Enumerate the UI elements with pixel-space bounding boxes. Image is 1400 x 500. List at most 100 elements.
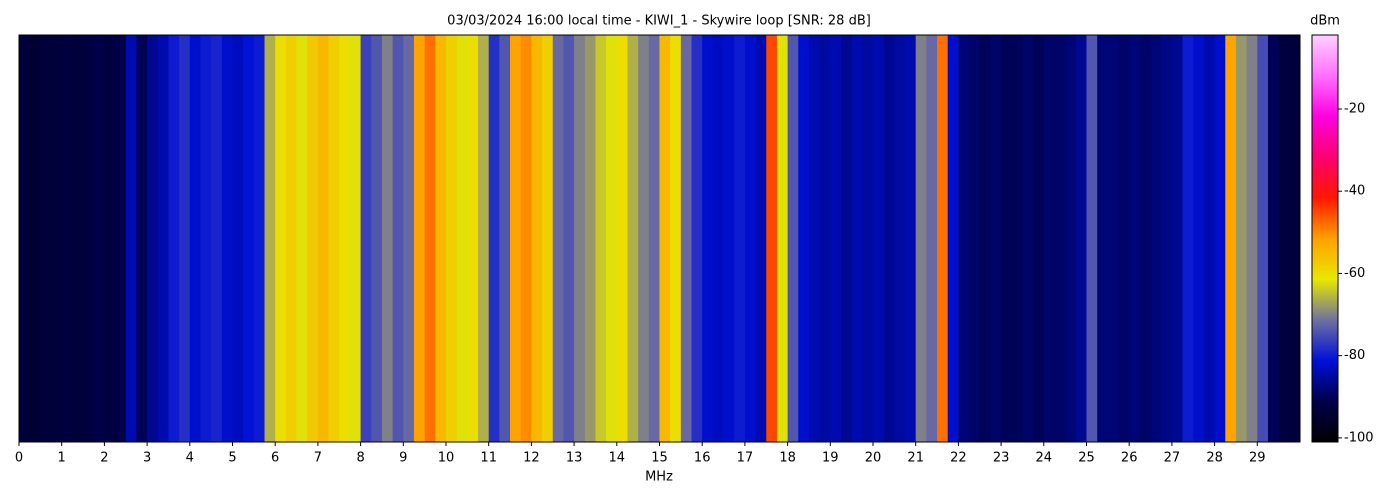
cell [883, 35, 895, 442]
cell [1033, 35, 1045, 442]
cell [1054, 35, 1066, 442]
cell [413, 35, 426, 442]
cell [381, 35, 394, 442]
cell [958, 35, 970, 442]
cell [723, 35, 735, 442]
cell [1011, 35, 1023, 442]
cell [1214, 35, 1226, 442]
cell [766, 35, 778, 442]
x-tick-label: 15 [651, 451, 668, 466]
cell [1182, 35, 1194, 442]
cell [616, 35, 628, 442]
x-tick-label: 3 [143, 451, 151, 466]
cell [499, 35, 511, 442]
cell [1001, 35, 1013, 442]
cell [905, 35, 917, 442]
cell [595, 35, 607, 442]
cell [1118, 35, 1130, 442]
cell [179, 35, 191, 442]
x-tick-label: 5 [228, 451, 236, 466]
cell [702, 35, 714, 442]
cell [157, 35, 169, 442]
cell [1022, 35, 1034, 442]
cell [840, 35, 853, 442]
cell [990, 35, 1002, 442]
cell [253, 35, 265, 442]
cell [734, 35, 746, 442]
cell [467, 35, 479, 442]
cell [755, 35, 767, 442]
cell [275, 35, 287, 442]
cell [488, 35, 500, 442]
cell [1139, 35, 1151, 442]
cell [520, 35, 532, 442]
cell [691, 35, 703, 442]
cell [563, 35, 575, 442]
cell [349, 35, 361, 442]
heatmap [19, 35, 1301, 442]
cell [670, 35, 682, 442]
cell [1278, 35, 1290, 442]
colorbar-tick-label: -80 [1344, 348, 1365, 363]
cell [1075, 35, 1087, 442]
cell [1235, 35, 1248, 442]
cell [125, 35, 137, 442]
cell [542, 35, 554, 442]
x-tick-label: 18 [779, 451, 796, 466]
cell [798, 35, 810, 442]
cell [937, 35, 949, 442]
x-tick-label: 17 [737, 451, 754, 466]
cell [147, 35, 159, 442]
cell [873, 35, 885, 442]
x-tick-label: 23 [993, 451, 1010, 466]
chart-title: 03/03/2024 16:00 local time - KIWI_1 - S… [447, 14, 871, 29]
x-tick-label: 13 [566, 451, 583, 466]
x-tick-label: 26 [1121, 451, 1138, 466]
x-tick-label: 14 [609, 451, 626, 466]
cell [1267, 35, 1280, 442]
cell [93, 35, 105, 442]
cell [680, 35, 692, 442]
x-tick-label: 0 [15, 451, 23, 466]
x-axis-label: MHz [645, 470, 673, 485]
cell [979, 35, 991, 442]
x-tick-label: 27 [1164, 451, 1181, 466]
colorbar [1311, 34, 1339, 443]
cell [574, 35, 586, 442]
cell [424, 35, 436, 442]
x-tick-label: 19 [822, 451, 839, 466]
cell [1129, 35, 1141, 442]
cell [328, 35, 340, 442]
x-tick-label: 8 [356, 451, 364, 466]
cell [200, 35, 212, 442]
cell [969, 35, 981, 442]
x-tick-label: 9 [399, 451, 407, 466]
cell [606, 35, 618, 442]
cell [51, 35, 63, 442]
cell [285, 35, 297, 442]
cell [862, 35, 874, 442]
cell [531, 35, 543, 442]
cell [403, 35, 415, 442]
cell [317, 35, 329, 442]
cell [435, 35, 447, 442]
cell [648, 35, 660, 442]
cell [1257, 35, 1269, 442]
cell [1171, 35, 1183, 442]
cell [830, 35, 842, 442]
x-tick-label: 21 [907, 451, 924, 466]
cell [851, 35, 863, 442]
cell [115, 35, 127, 442]
cell [136, 35, 148, 442]
cell [894, 35, 906, 442]
cell [659, 35, 671, 442]
cell [104, 35, 116, 442]
cell [232, 35, 244, 442]
cell [1225, 35, 1237, 442]
cell [478, 35, 490, 442]
x-tick-label: 24 [1036, 451, 1053, 466]
cell [296, 35, 308, 442]
cell [1150, 35, 1162, 442]
cell [446, 35, 458, 442]
